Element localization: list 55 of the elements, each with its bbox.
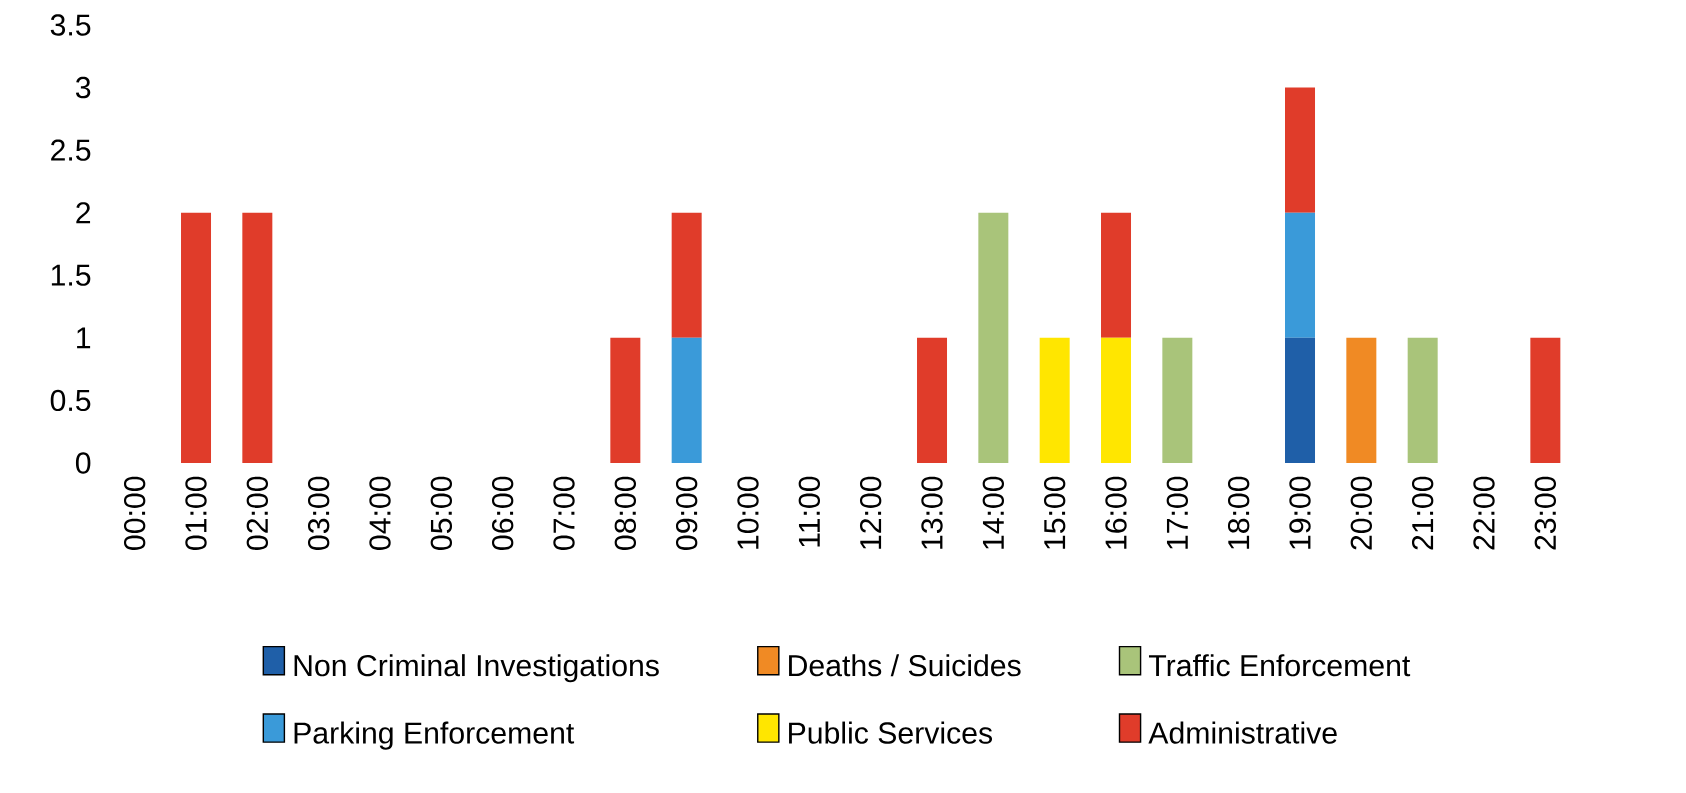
x-tick-label: 14:00	[982, 476, 1005, 549]
bar	[1285, 87, 1316, 213]
x-tick-label: 21:00	[1411, 476, 1434, 550]
x-tick-label: 00:00	[123, 476, 146, 550]
bar	[610, 337, 641, 463]
x-tick-label: 22:00	[1473, 476, 1495, 550]
y-tick-label: 0.5	[50, 389, 91, 412]
x-tick-label: 13:00	[921, 476, 943, 549]
x-tick-label: 05:00	[430, 476, 453, 550]
y-tick-label: 1	[77, 327, 91, 349]
y-tick-label: 1.5	[51, 264, 91, 286]
legend-label: Administrative	[1148, 721, 1337, 744]
x-tick-label: 10:00	[737, 476, 759, 549]
bar	[671, 212, 702, 338]
legend-label: Deaths / Suicides	[789, 654, 1021, 677]
bar	[242, 212, 273, 463]
x-tick-label: 12:00	[859, 476, 882, 549]
x-tick-label: 18:00	[1227, 476, 1250, 549]
legend-label: Non Criminal Investigations	[294, 654, 659, 683]
x-tick-label: 06:00	[491, 476, 514, 550]
x-tick-label: 04:00	[369, 476, 391, 550]
y-tick-label: 3.5	[50, 14, 91, 36]
y-tick-label: 2.5	[51, 139, 91, 161]
x-tick-label: 11:00	[798, 476, 821, 547]
x-tick-label: 02:00	[246, 476, 269, 550]
x-tick-label: 07:00	[553, 476, 575, 550]
x-tick-label: 19:00	[1289, 476, 1311, 549]
bar	[1162, 337, 1193, 463]
y-tick-label: 0	[75, 452, 91, 474]
bar	[978, 212, 1009, 463]
y-tick-label: 2	[76, 202, 91, 224]
x-tick-label: 17:00	[1166, 476, 1189, 549]
bar	[1530, 337, 1561, 463]
x-tick-label: 20:00	[1350, 476, 1373, 550]
legend-label: Parking Enforcement	[294, 721, 575, 750]
bar	[917, 337, 948, 463]
x-tick-label: 15:00	[1043, 476, 1066, 549]
x-tick-label: 03:00	[307, 476, 330, 550]
bar	[1101, 212, 1132, 338]
x-tick-label: 16:00	[1105, 476, 1127, 549]
bar	[1285, 337, 1316, 463]
x-tick-label: 08:00	[614, 476, 637, 550]
x-tick-label: 01:00	[185, 476, 207, 550]
bar	[671, 337, 702, 463]
bar	[1039, 337, 1070, 463]
x-tick-label: 09:00	[675, 476, 698, 550]
bar	[181, 212, 212, 463]
bar	[1407, 337, 1438, 463]
bar	[1346, 337, 1377, 463]
bar	[1285, 212, 1316, 338]
y-tick-label: 3	[75, 76, 91, 99]
legend-label: Public Services	[789, 721, 993, 744]
bar	[1101, 337, 1132, 463]
x-tick-label: 23:00	[1534, 476, 1557, 550]
legend-label: Traffic Enforcement	[1148, 654, 1411, 677]
